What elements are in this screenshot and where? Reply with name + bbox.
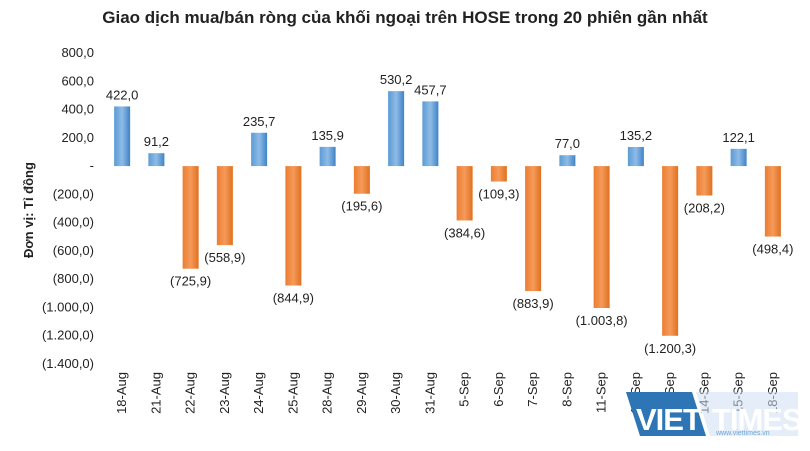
bar-22-Aug (182, 166, 199, 269)
x-tick-label: 6-Sep (491, 372, 506, 407)
y-axis-label: Đơn vị: Tỉ đồng (21, 162, 36, 258)
x-tick-label: 7-Sep (525, 372, 540, 407)
y-tick-label: (1.000,0) (42, 299, 94, 314)
bar-25-Aug (285, 166, 302, 286)
y-tick-label: (1.400,0) (42, 356, 94, 371)
bar-11-Sep (593, 166, 610, 308)
y-tick-label: 400,0 (61, 102, 94, 117)
data-label: 135,9 (311, 128, 344, 143)
logo-mark (626, 392, 798, 436)
data-label: (844,9) (273, 291, 314, 306)
x-tick-label: 31-Aug (422, 372, 437, 414)
x-tick-label: 11-Sep (594, 372, 609, 413)
data-label: 235,7 (243, 114, 276, 129)
bar-6-Sep (490, 166, 507, 182)
x-tick-label: 18-Aug (114, 372, 129, 414)
bar-12-Sep (627, 146, 644, 167)
x-tick-label: 22-Aug (183, 372, 198, 414)
bar-21-Aug (148, 153, 165, 167)
data-label: 530,2 (380, 72, 413, 87)
logo-text-times: TIMES (712, 402, 803, 437)
y-tick-label: 800,0 (61, 45, 94, 60)
y-tick-label: (1.200,0) (42, 328, 94, 343)
bar-14-Sep (696, 166, 713, 196)
bar-7-Sep (525, 166, 542, 292)
data-label: (1.200,3) (644, 341, 696, 356)
data-label: (883,9) (513, 296, 554, 311)
x-tick-label: 23-Aug (217, 372, 232, 414)
data-label: (195,6) (341, 199, 382, 214)
y-tick-label: (400,0) (53, 215, 94, 230)
bar-15-Sep (730, 148, 747, 167)
data-label: (208,2) (684, 201, 725, 216)
x-tick-label: 5-Sep (457, 372, 472, 407)
data-label: (384,6) (444, 225, 485, 240)
data-label: (109,3) (478, 187, 519, 202)
logo-url: www.viettimes.vn (716, 430, 770, 437)
data-label: 77,0 (555, 136, 580, 151)
bar-18-Aug (114, 106, 131, 167)
bar-8-Sep (559, 155, 576, 167)
bar-23-Aug (216, 166, 233, 246)
data-label: 91,2 (144, 134, 169, 149)
bar-18-Sep (764, 166, 781, 237)
logo-text-viet: VIET (636, 402, 702, 437)
bar-5-Sep (456, 166, 473, 221)
x-tick-label: 24-Aug (251, 372, 266, 414)
x-tick-label: 30-Aug (388, 372, 403, 414)
y-tick-label: (200,0) (53, 186, 94, 201)
data-label: 457,7 (414, 82, 447, 97)
y-tick-label: 200,0 (61, 130, 94, 145)
y-tick-label: - (90, 158, 94, 173)
x-tick-label: 28-Aug (320, 372, 335, 414)
bar-29-Aug (353, 166, 370, 194)
bar-28-Aug (319, 146, 336, 167)
data-label: (498,4) (752, 242, 793, 257)
data-label: (1.003,8) (576, 313, 628, 328)
bar-30-Aug (388, 91, 405, 167)
x-tick-label: 25-Aug (285, 372, 300, 414)
data-label: 135,2 (620, 128, 653, 143)
data-label: (558,9) (204, 250, 245, 265)
x-tick-label: 21-Aug (148, 372, 163, 414)
bar-13-Sep (662, 166, 679, 336)
data-label: 422,0 (106, 87, 139, 102)
x-tick-label: 29-Aug (354, 372, 369, 414)
data-label: 122,1 (722, 130, 755, 145)
data-label: (725,9) (170, 274, 211, 289)
x-tick-label: 8-Sep (559, 372, 574, 407)
y-tick-label: (800,0) (53, 271, 94, 286)
chart-title: Giao dịch mua/bán ròng của khối ngoại tr… (102, 8, 708, 27)
y-tick-label: 600,0 (61, 73, 94, 88)
bar-24-Aug (251, 132, 268, 167)
y-tick-label: (600,0) (53, 243, 94, 258)
bar-31-Aug (422, 101, 439, 167)
